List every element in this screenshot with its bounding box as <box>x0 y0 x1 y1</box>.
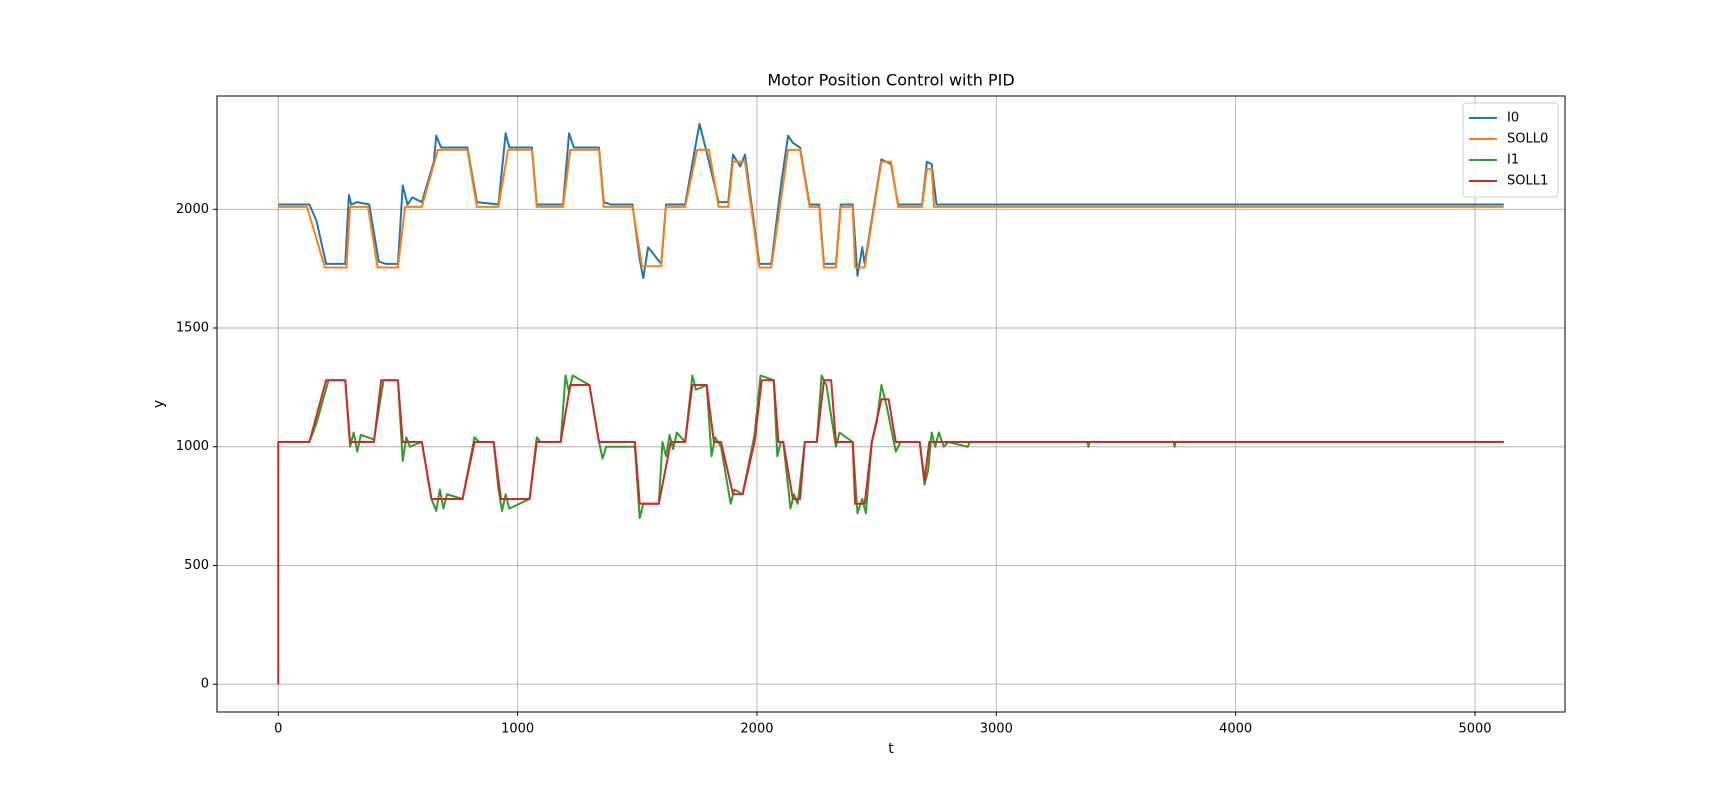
x-tick-label: 4000 <box>1219 722 1252 737</box>
legend-label: I0 <box>1507 111 1519 126</box>
legend: I0 SOLL0 I1 SOLL1 <box>1462 102 1559 198</box>
series-line <box>278 148 1504 269</box>
x-tick-label: 1000 <box>501 722 534 737</box>
series-line <box>278 122 1504 280</box>
plot-frame <box>216 95 1566 713</box>
y-tick-label: 2000 <box>176 202 209 217</box>
series-line <box>277 379 1504 685</box>
legend-label: I1 <box>1507 153 1519 168</box>
legend-box <box>1462 102 1559 198</box>
y-tick-label: 0 <box>201 677 209 692</box>
y-axis-label: y <box>151 400 167 408</box>
x-tick-label: 2000 <box>740 722 773 737</box>
x-tick-label: 0 <box>274 722 282 737</box>
y-tick-label: 500 <box>184 558 209 573</box>
legend-label: SOLL1 <box>1507 174 1548 189</box>
x-axis-label: t <box>888 741 894 757</box>
chart-title: Motor Position Control with PID <box>767 71 1014 90</box>
x-tick-label: 5000 <box>1458 722 1491 737</box>
y-tick-label: 1500 <box>176 321 209 336</box>
legend-label: SOLL0 <box>1507 132 1548 147</box>
y-tick-label: 1000 <box>176 439 209 454</box>
x-tick-label: 3000 <box>980 722 1013 737</box>
